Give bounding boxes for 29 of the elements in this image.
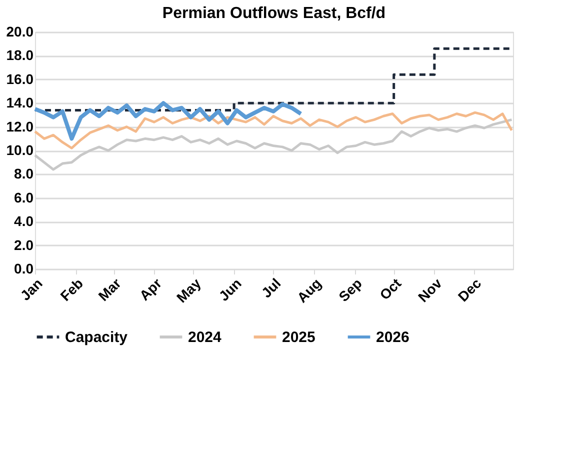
y-tick-label: 2.0: [14, 236, 34, 253]
y-tick-label: 16.0: [6, 70, 34, 87]
y-tick-label: 8.0: [14, 166, 34, 182]
y-tick-label: 20.0: [6, 24, 34, 40]
y-tick-label: 18.0: [6, 47, 34, 64]
y-tick-label: 0.0: [14, 260, 34, 276]
chart-title: Permian Outflows East, Bcf/d: [162, 5, 386, 22]
line-series: [33, 101, 303, 141]
y-tick-label: 14.0: [6, 94, 34, 111]
x-tick-label: Oct: [376, 274, 404, 303]
x-tick-label: Sep: [335, 275, 365, 305]
x-tick-label: Jun: [216, 275, 244, 304]
line-series: [34, 111, 513, 150]
y-tick-label: 10.0: [6, 142, 34, 158]
legend-label: Capacity: [65, 329, 128, 346]
legend-label: 2026: [376, 329, 410, 346]
x-tick-label: Dec: [454, 274, 484, 305]
x-tick-label: Jul: [258, 275, 284, 301]
x-tick-label: Apr: [136, 274, 165, 304]
y-tick-label: 12.0: [6, 118, 34, 134]
legend-label: 2025: [282, 329, 316, 346]
y-tick-label: 4.0: [14, 213, 34, 230]
y-tick-label: 6.0: [14, 189, 34, 206]
x-tick-label: Nov: [414, 274, 445, 306]
x-tick-label: Feb: [57, 275, 86, 304]
x-tick-label: Jan: [17, 275, 46, 304]
legend-label: 2024: [188, 329, 222, 346]
line-series: [34, 118, 513, 171]
x-tick-label: Mar: [95, 274, 124, 304]
